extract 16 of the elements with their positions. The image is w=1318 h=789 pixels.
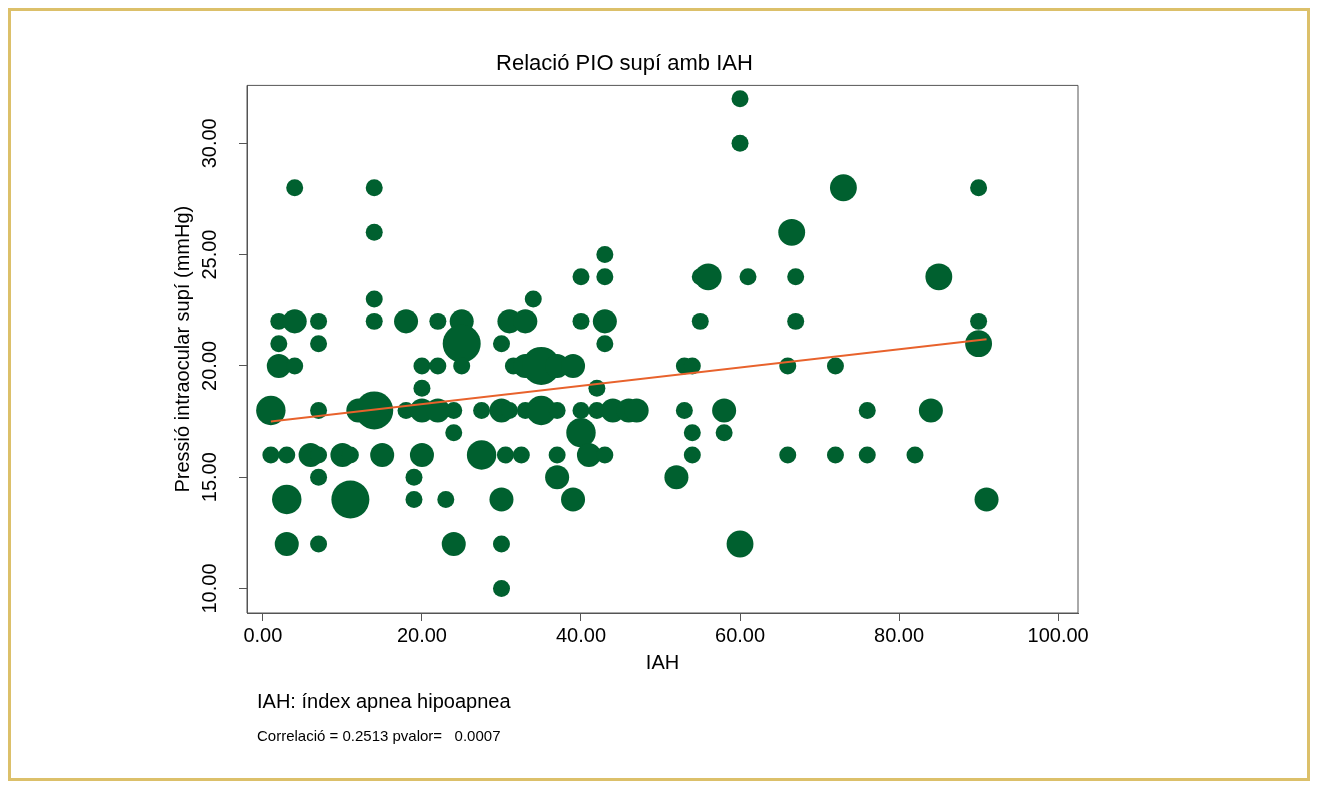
x-tick-label: 0.00 <box>243 623 283 646</box>
y-tick-label: 25.00 <box>198 229 221 280</box>
x-tick-label: 20.00 <box>396 623 447 646</box>
text: IAH: índex apnea hipoapnea <box>257 689 512 712</box>
x-tick-label: 60.00 <box>715 623 766 646</box>
y-tick-label: 10.00 <box>198 563 221 614</box>
y-tick-label: 20.00 <box>198 340 221 391</box>
chart-title: Relació PIO supí amb IAH <box>496 50 753 76</box>
x-tick-label: 40.00 <box>555 623 607 646</box>
y-tick-label: 30.00 <box>198 118 221 169</box>
x-axis-title: IAH <box>645 650 680 673</box>
y-axis-title: Pressió intraocular supí (mmHg) <box>170 205 193 493</box>
y-tick-label: 15.00 <box>198 452 221 503</box>
text: Correlació = 0.2513 pvalor= 0.0007 <box>257 727 501 745</box>
x-tick-label: 80.00 <box>874 623 925 646</box>
x-tick-label: 100.00 <box>1027 623 1089 646</box>
